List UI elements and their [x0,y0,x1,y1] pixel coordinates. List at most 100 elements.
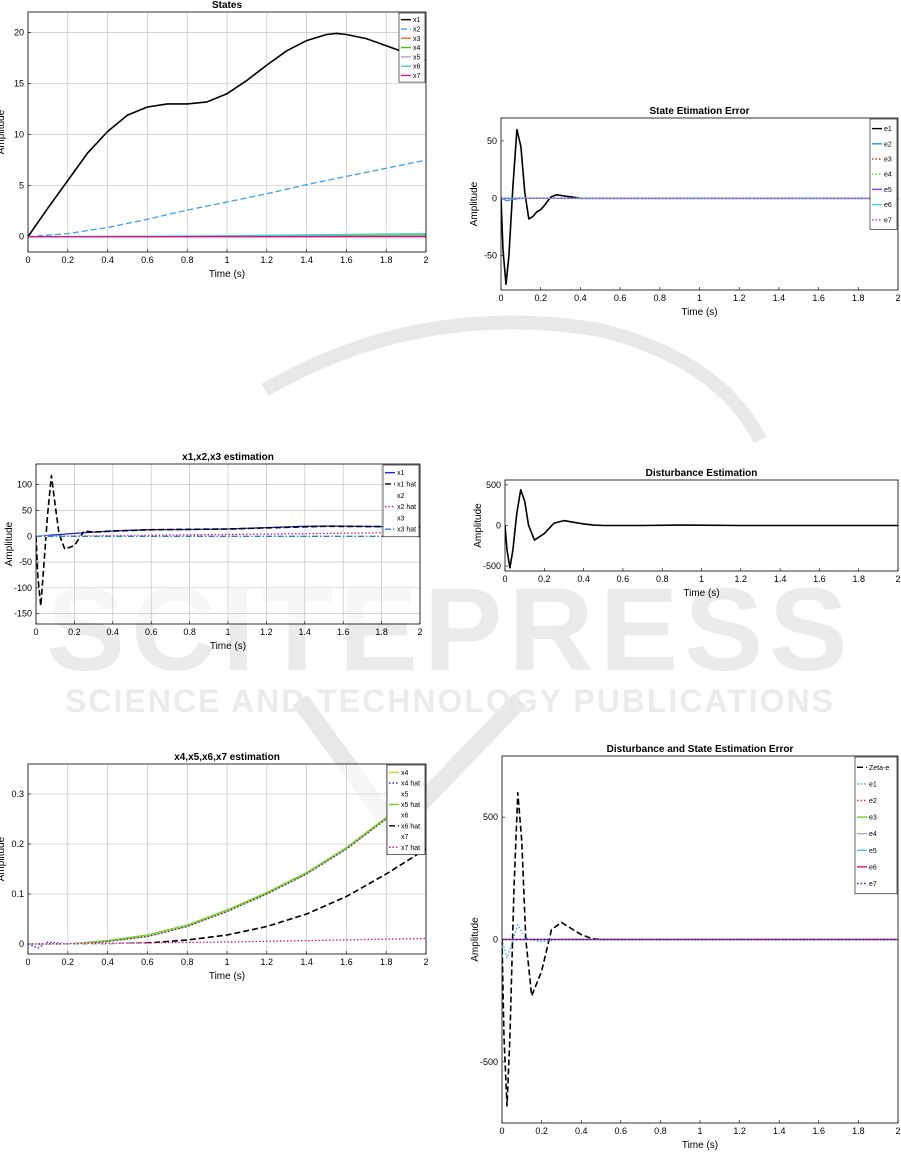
x-tick-label: 0.2 [534,293,547,303]
legend-label: e1 [869,781,877,788]
legend-label: x6 [413,64,421,71]
chart-title: x4,x5,x6,x7 estimation [174,752,280,763]
series-line-x1 [28,32,426,238]
legend-label: x4 [401,770,409,777]
y-tick-label: 0 [493,935,498,945]
legend-label: x3 hat [397,527,416,534]
legend-label: x2 [413,26,421,33]
x-tick-label: 0.8 [183,627,196,637]
y-tick-label: -50 [484,251,497,261]
axes-frame [35,463,421,625]
y-tick-label: 500 [483,812,498,822]
series-line-x1-hat [36,474,420,607]
y-tick-label: 0 [492,193,497,203]
x-tick-label: 1.8 [380,255,393,265]
legend-label: x3 [413,36,421,43]
x-tick-label: 0.2 [62,957,75,967]
x-tick-label: 1.4 [300,957,313,967]
legend-label: x7 [401,834,409,841]
x-tick-label: 0.8 [656,574,669,584]
x-tick-label: 1 [224,255,229,265]
legend-label: x1 hat [397,481,416,488]
x-tick-label: 0.4 [574,293,587,303]
x-tick-label: 1.6 [340,255,353,265]
x-axis-label: Time (s) [683,588,719,599]
x-tick-label: 0.4 [577,574,590,584]
legend-box [382,464,420,538]
x-tick-label: 1.2 [733,293,746,303]
legend-label: e7 [884,217,892,224]
x-tick-label: 1.8 [852,293,865,303]
x-tick-label: 1.2 [735,574,748,584]
chart-state-estimation-error: State Etimation Error 0 0.2 0.4 0.6 0.8 1 1.2 1.… [469,106,901,318]
y-tick-label: -100 [14,583,32,593]
x-axis-label: Time (s) [682,1140,718,1151]
chart-title: x1,x2,x3 estimation [182,452,274,463]
x-tick-label: 2 [895,1126,900,1136]
x-tick-label: 1.6 [813,574,826,584]
legend-label: x5 [413,54,421,61]
watermark-logo-arc [261,315,767,444]
legend-label: x1 [413,17,421,24]
x-axis-label: Time (s) [209,971,245,982]
y-tick-label: -150 [14,609,32,619]
x-tick-label: 2 [417,627,422,637]
y-tick-label: 500 [486,480,501,490]
x-tick-label: 0.8 [181,255,194,265]
y-axis-label: Amplitude [4,521,15,566]
legend-label: x1 [397,470,405,477]
x-tick-label: 1.8 [852,574,865,584]
y-tick-label: 0.2 [11,839,24,849]
y-tick-label: 50 [22,505,32,515]
y-tick-label: 10 [14,130,24,140]
x-tick-label: 1.4 [773,1126,786,1136]
x-axis-label: Time (s) [681,307,717,318]
legend-label: e4 [869,831,877,838]
x-tick-label: 1.4 [773,293,786,303]
x-tick-label: 0.6 [614,293,627,303]
x-tick-label: 1.2 [261,957,274,967]
legend-label: e5 [869,848,877,855]
legend-label: e6 [869,864,877,871]
legend-label: e1 [884,126,892,133]
axes-frame [27,763,427,955]
legend-label: e3 [869,815,877,822]
y-tick-label: -50 [19,557,32,567]
y-axis-label: Amplitude [0,109,7,154]
series-line-x2 [28,159,426,238]
legend-label: x5 hat [401,802,420,809]
y-tick-label: 5 [19,181,24,191]
x-tick-label: 1 [699,574,704,584]
series-group [36,474,420,607]
x-tick-label: 0.6 [141,957,154,967]
x-axis-label: Time (s) [209,269,245,280]
x-tick-label: 0.4 [101,957,114,967]
legend-label: x4 hat [401,781,420,788]
x-tick-label: 0.4 [107,627,120,637]
legend-box [854,756,898,895]
y-tick-label: 0 [496,521,501,531]
legend-label: x4 [413,45,421,52]
x-tick-label: 1.2 [260,627,273,637]
x-tick-label: 0.8 [654,293,667,303]
x-tick-label: 0 [25,957,30,967]
x-axis-label: Time (s) [210,641,246,652]
y-tick-label: 100 [17,480,32,490]
x-tick-label: 0.2 [62,255,75,265]
x-tick-label: 1 [697,1126,702,1136]
series-line-x4-hat [28,788,426,949]
chart-title: States [212,0,242,11]
x-tick-label: 1.6 [813,1126,826,1136]
x-tick-label: 0.4 [101,255,114,265]
chart-x123-estimation: x1,x2,x3 estimation 0 0.2 0.4 0.6 0.8 1 1.2 1.4 1… [4,452,423,652]
x-tick-label: 2 [895,293,900,303]
x-tick-label: 1.2 [733,1126,746,1136]
y-axis-label: Amplitude [473,503,484,548]
y-tick-label: 0 [19,939,24,949]
legend-label: e4 [884,172,892,179]
x-tick-label: 0.4 [575,1126,588,1136]
legend-label: x6 [401,813,409,820]
x-tick-label: 1.8 [380,957,393,967]
series-group [501,128,898,286]
